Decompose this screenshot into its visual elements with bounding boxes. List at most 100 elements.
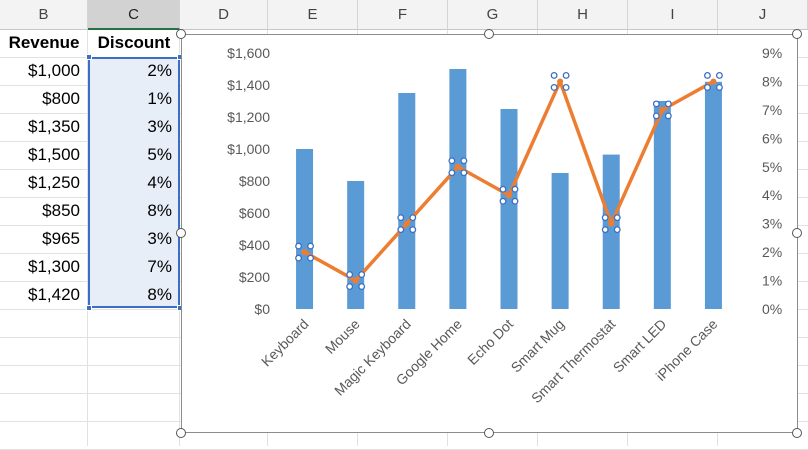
chart-resize-handle-top-left[interactable] <box>176 29 186 39</box>
chart-resize-handle-left[interactable] <box>176 228 186 238</box>
line-point[interactable] <box>659 106 666 113</box>
line-point-handle[interactable] <box>295 254 303 262</box>
line-point-handle[interactable] <box>409 226 417 234</box>
line-point-handle[interactable] <box>703 71 711 79</box>
line-point-handle[interactable] <box>346 283 354 291</box>
chart-resize-handle-top-right[interactable] <box>792 29 802 39</box>
line-point-handle[interactable] <box>715 71 723 79</box>
line-point[interactable] <box>710 78 717 85</box>
line-point-handle[interactable] <box>652 112 660 120</box>
line-point-handle[interactable] <box>601 226 609 234</box>
cell-revenue[interactable]: $1,420 <box>28 285 80 304</box>
line-point-handle[interactable] <box>511 185 519 193</box>
line-point[interactable] <box>352 277 359 284</box>
line-point-handle[interactable] <box>358 283 366 291</box>
line-point-handle[interactable] <box>499 197 507 205</box>
column-header-e[interactable]: E <box>268 0 358 30</box>
line-point-handle[interactable] <box>664 100 672 108</box>
cell-discount[interactable]: 8% <box>147 201 172 220</box>
cell-discount[interactable]: 1% <box>147 89 172 108</box>
cell-revenue[interactable]: $1,250 <box>28 173 80 192</box>
cell-discount[interactable]: 3% <box>147 229 172 248</box>
cell-discount[interactable]: 5% <box>147 145 172 164</box>
combo-chart[interactable]: $0 $200 $400 $600 $800 $1,000 $1,200 $1,400 $1,6… <box>181 34 798 433</box>
y2-axis-tick-label: 4% <box>762 187 782 203</box>
cell-discount[interactable]: 2% <box>147 61 172 80</box>
line-point-handle[interactable] <box>652 100 660 108</box>
line-point-handle[interactable] <box>397 214 405 222</box>
chart-resize-handle-bottom-left[interactable] <box>176 428 186 438</box>
chart-resize-handle-top[interactable] <box>484 29 494 39</box>
bar[interactable] <box>602 154 620 309</box>
line-point[interactable] <box>454 163 461 170</box>
line-point-handle[interactable] <box>562 83 570 91</box>
column-header-c[interactable]: C <box>88 0 180 30</box>
line-point-handle[interactable] <box>550 71 558 79</box>
line-point-handle[interactable] <box>499 185 507 193</box>
line-point-handle[interactable] <box>562 71 570 79</box>
bar[interactable] <box>449 69 467 309</box>
chart-resize-handle-bottom-right[interactable] <box>792 428 802 438</box>
y-axis-tick-label: $1,200 <box>227 109 270 125</box>
cell-discount[interactable]: 7% <box>147 257 172 276</box>
cell-revenue[interactable]: $1,000 <box>28 61 80 80</box>
selection-handle-bottom-left[interactable] <box>86 305 92 311</box>
line-point-handle[interactable] <box>460 169 468 177</box>
cell-revenue[interactable]: $850 <box>42 201 80 220</box>
bar[interactable] <box>398 93 416 309</box>
line-point-handle[interactable] <box>448 169 456 177</box>
cell-revenue[interactable]: $1,500 <box>28 145 80 164</box>
header-discount[interactable]: Discount <box>97 33 171 52</box>
line-point-handle[interactable] <box>664 112 672 120</box>
line-point-handle[interactable] <box>307 242 315 250</box>
chart-resize-handle-right[interactable] <box>792 228 802 238</box>
line-point-handle[interactable] <box>511 197 519 205</box>
line-point-handle[interactable] <box>703 83 711 91</box>
line-point[interactable] <box>557 78 564 85</box>
bar[interactable] <box>551 173 569 309</box>
line-point-handle[interactable] <box>358 271 366 279</box>
cell-revenue[interactable]: $800 <box>42 89 80 108</box>
line-point-handle[interactable] <box>397 226 405 234</box>
line-point-handle[interactable] <box>346 271 354 279</box>
bar[interactable] <box>653 101 671 309</box>
line-point-handle[interactable] <box>409 214 417 222</box>
line-point[interactable] <box>506 192 512 199</box>
line-point-handle[interactable] <box>460 157 468 165</box>
column-header-d[interactable]: D <box>180 0 268 30</box>
header-revenue[interactable]: Revenue <box>8 33 80 52</box>
gridline-vertical <box>87 30 88 446</box>
line-point[interactable] <box>301 249 308 256</box>
line-point-handle[interactable] <box>613 226 621 234</box>
bar[interactable] <box>704 81 722 309</box>
column-header-i[interactable]: I <box>628 0 718 30</box>
cell-discount[interactable]: 3% <box>147 117 172 136</box>
line-point-handle[interactable] <box>295 242 303 250</box>
line-point[interactable] <box>403 220 410 227</box>
column-header-b[interactable]: B <box>0 0 88 30</box>
line-point-handle[interactable] <box>448 157 456 165</box>
column-header-h[interactable]: H <box>538 0 628 30</box>
cell-revenue[interactable]: $1,350 <box>28 117 80 136</box>
line-point-handle[interactable] <box>613 214 621 222</box>
cell-discount[interactable]: 8% <box>147 285 172 304</box>
line-point-handle[interactable] <box>715 83 723 91</box>
column-header-g[interactable]: G <box>448 0 538 30</box>
chart-resize-handle-bottom[interactable] <box>484 428 494 438</box>
y2-axis-tick-label: 2% <box>762 244 782 260</box>
selected-range[interactable] <box>88 57 180 308</box>
bar[interactable] <box>500 109 518 309</box>
bar[interactable] <box>296 149 314 309</box>
selection-handle-top[interactable] <box>86 54 92 60</box>
cell-revenue[interactable]: $965 <box>42 229 80 248</box>
cell-discount[interactable]: 4% <box>147 173 172 192</box>
line-point-handle[interactable] <box>307 254 315 262</box>
line-point-handle[interactable] <box>550 83 558 91</box>
line-point-handle[interactable] <box>601 214 609 222</box>
line-point[interactable] <box>608 220 615 227</box>
column-header-f[interactable]: F <box>358 0 448 30</box>
chart-plot[interactable]: $0 $200 $400 $600 $800 $1,000 $1,200 $1,400 $1,6… <box>182 35 799 434</box>
column-header-j[interactable]: J <box>718 0 808 30</box>
cell-revenue[interactable]: $1,300 <box>28 257 80 276</box>
